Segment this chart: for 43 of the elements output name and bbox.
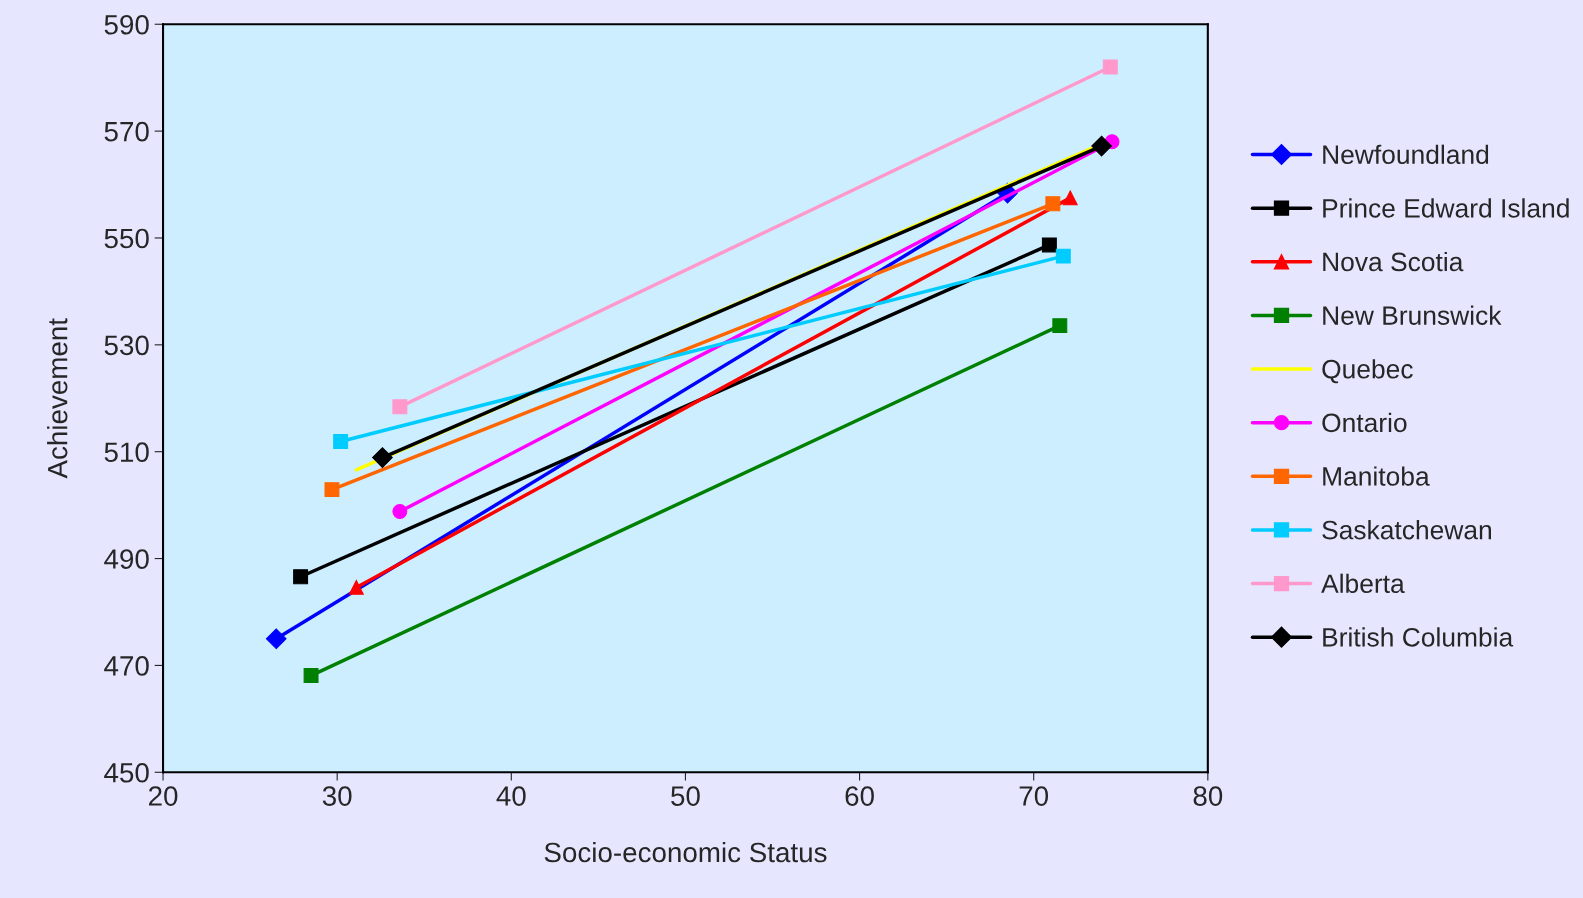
point bbox=[1091, 135, 1112, 157]
legend-label: Alberta bbox=[1321, 573, 1405, 594]
point bbox=[392, 399, 408, 415]
y-tick-label: 550 bbox=[104, 228, 149, 249]
y-tick-label: 590 bbox=[104, 14, 149, 35]
legend-label: British Columbia bbox=[1323, 627, 1514, 647]
legend-label: Prince Edward Island bbox=[1323, 198, 1569, 218]
point bbox=[293, 569, 309, 585]
x-axis-title: Socio-economic Status bbox=[544, 841, 827, 863]
x-tick-label: 30 bbox=[322, 786, 352, 806]
y-tick-label: 470 bbox=[104, 656, 149, 676]
legend-label: New Brunswick bbox=[1323, 305, 1502, 325]
point bbox=[348, 579, 364, 595]
y-tick-label: 570 bbox=[104, 121, 149, 142]
point bbox=[1045, 196, 1061, 212]
x-tick-label: 40 bbox=[496, 786, 526, 806]
point bbox=[333, 434, 349, 450]
x-tick-label: 60 bbox=[845, 786, 874, 806]
y-axis-title: Achievement bbox=[47, 318, 68, 479]
y-tick-label: 490 bbox=[104, 549, 149, 569]
x-tick-label: 70 bbox=[1019, 786, 1049, 806]
x-tick-label: 20 bbox=[149, 786, 178, 806]
legend-label: Ontario bbox=[1322, 412, 1407, 433]
point bbox=[1062, 190, 1078, 206]
y-tick-label: 450 bbox=[104, 762, 149, 783]
legend-label: Newfoundland bbox=[1323, 144, 1489, 165]
point bbox=[1055, 248, 1071, 264]
point bbox=[265, 628, 287, 650]
x-tick-label: 80 bbox=[1193, 786, 1223, 806]
point bbox=[303, 668, 319, 684]
legend-label: Manitoba bbox=[1323, 466, 1430, 486]
point bbox=[1102, 59, 1118, 75]
legend-label: Nova Scotia bbox=[1323, 251, 1464, 272]
point bbox=[324, 482, 340, 498]
point bbox=[372, 447, 393, 468]
x-tick-label: 50 bbox=[671, 786, 700, 806]
legend-label: Quebec bbox=[1322, 359, 1413, 384]
y-tick-label: 530 bbox=[104, 335, 149, 356]
y-tick-label: 510 bbox=[104, 442, 149, 463]
point bbox=[1052, 318, 1068, 334]
point bbox=[1041, 237, 1057, 253]
legend-label: Saskatchewan bbox=[1322, 520, 1491, 540]
point bbox=[392, 504, 408, 519]
